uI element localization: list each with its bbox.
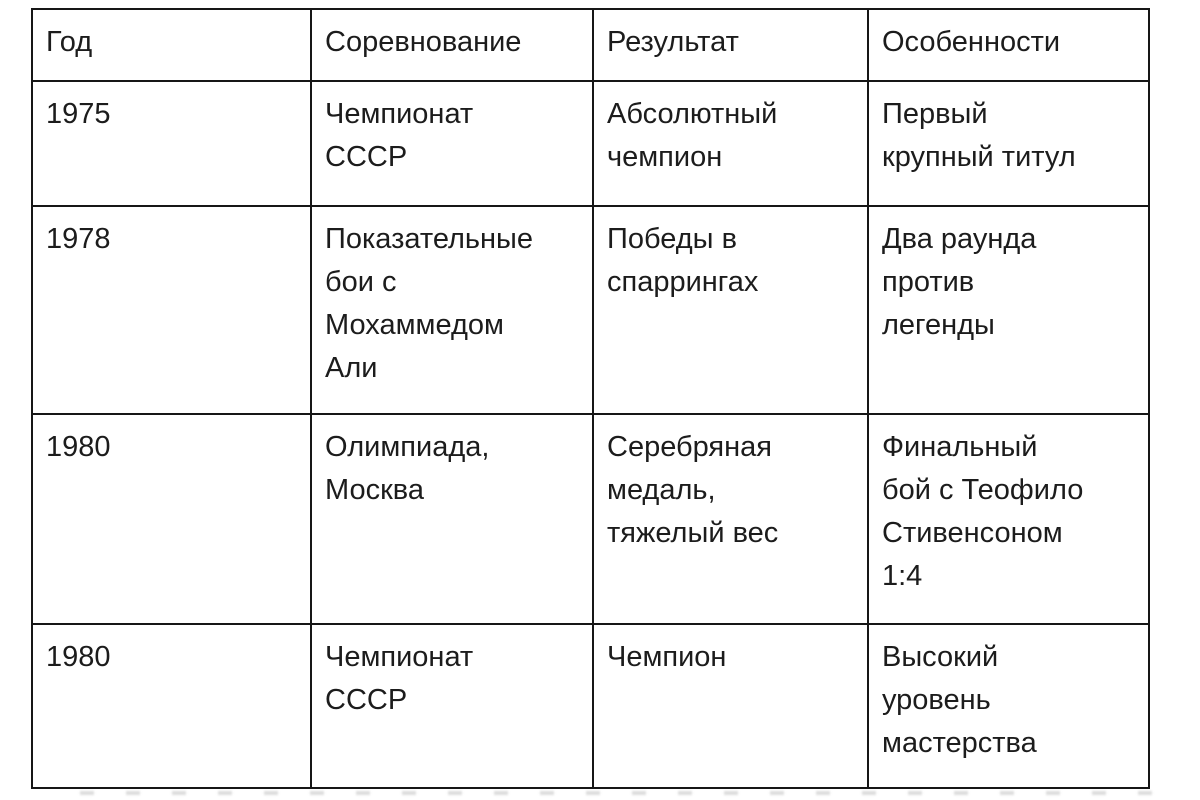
cell-result: Абсолютный чемпион (592, 80, 869, 207)
cell-features: Первый крупный титул (867, 80, 1150, 207)
header-cell-features: Особенности (867, 8, 1150, 82)
cell-competition: Показательные бои с Мохаммедом Али (310, 205, 594, 415)
cell-competition: Чемпионат СССР (310, 80, 594, 207)
table-row: 1978 Показательные бои с Мохаммедом Али … (31, 205, 1150, 415)
header-cell-year: Год (31, 8, 312, 82)
header-cell-result: Результат (592, 8, 869, 82)
results-table: Год Соревнование Результат Особенности 1… (31, 8, 1150, 789)
cell-features: Высокий уровень мастерства (867, 623, 1150, 789)
cell-features: Два раунда против легенды (867, 205, 1150, 415)
header-cell-competition: Соревнование (310, 8, 594, 82)
cell-result: Чемпион (592, 623, 869, 789)
cell-year: 1975 (31, 80, 312, 207)
cell-result: Серебряная медаль, тяжелый вес (592, 413, 869, 625)
table-row: 1980 Чемпионат СССР Чемпион Высокий уров… (31, 623, 1150, 789)
table-row: 1975 Чемпионат СССР Абсолютный чемпион П… (31, 80, 1150, 207)
cell-year: 1980 (31, 413, 312, 625)
cell-year: 1978 (31, 205, 312, 415)
cell-year: 1980 (31, 623, 312, 789)
cell-competition: Олимпиада, Москва (310, 413, 594, 625)
cell-competition: Чемпионат СССР (310, 623, 594, 789)
cell-features: Финальный бой с Теофило Стивенсоном 1:4 (867, 413, 1150, 625)
header-row: Год Соревнование Результат Особенности (31, 8, 1150, 82)
compression-artifact-line (80, 791, 1160, 795)
cell-result: Победы в спаррингах (592, 205, 869, 415)
table-row: 1980 Олимпиада, Москва Серебряная медаль… (31, 413, 1150, 625)
